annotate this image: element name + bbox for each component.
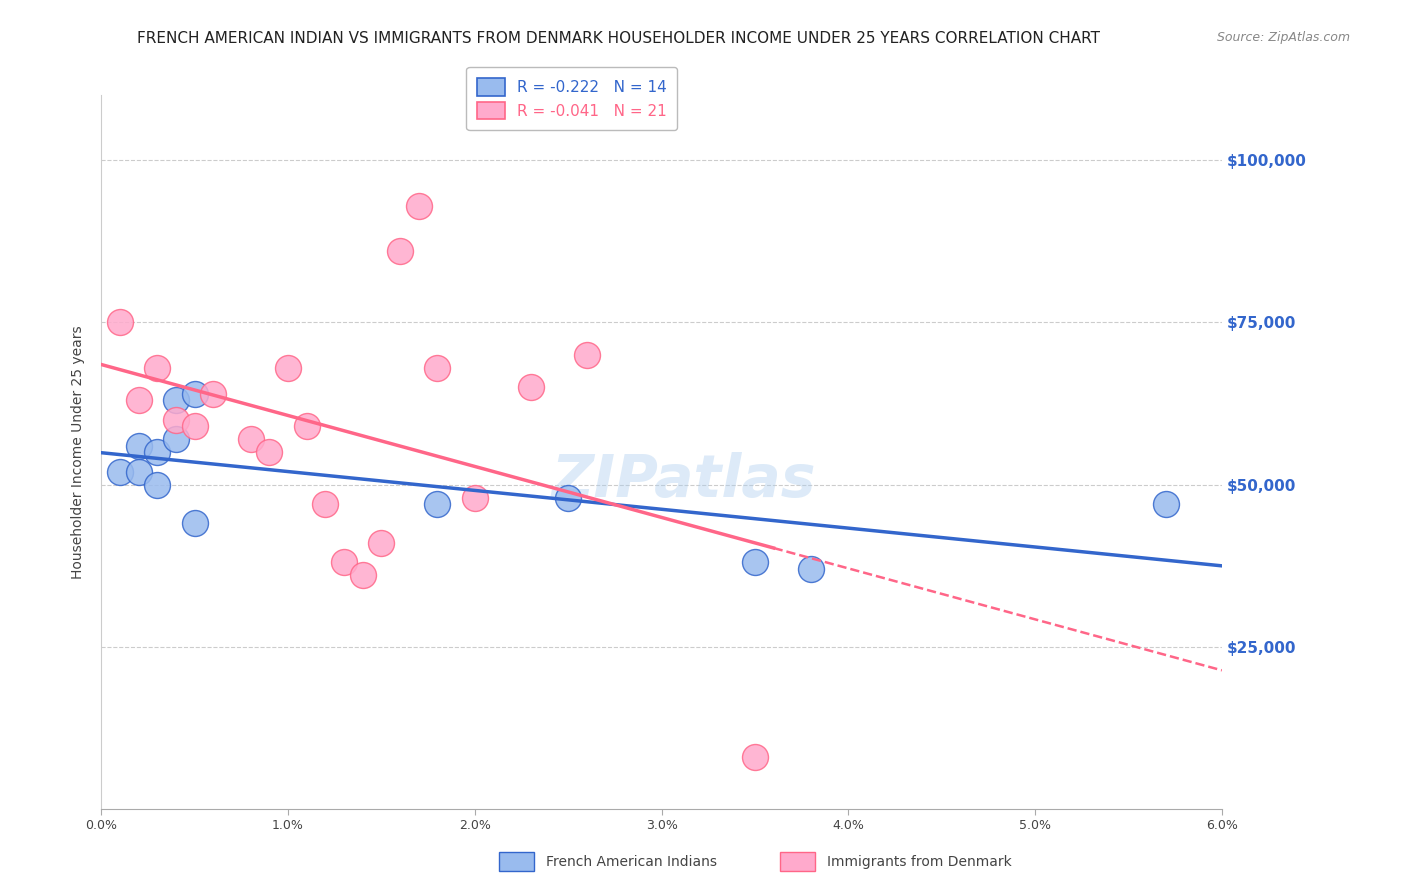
Point: [800, 562, 823, 576]
Point: [370, 536, 392, 550]
Point: [426, 497, 449, 511]
Point: [426, 360, 449, 375]
Point: [202, 386, 225, 401]
Legend: R = -0.222   N = 14, R = -0.041   N = 21: R = -0.222 N = 14, R = -0.041 N = 21: [467, 67, 678, 130]
Point: [183, 419, 205, 434]
Point: [314, 497, 336, 511]
Point: [295, 419, 318, 434]
Point: [165, 393, 187, 408]
Text: Immigrants from Denmark: Immigrants from Denmark: [827, 855, 1011, 869]
Point: [408, 198, 430, 212]
Point: [183, 386, 205, 401]
Point: [128, 393, 150, 408]
Text: FRENCH AMERICAN INDIAN VS IMMIGRANTS FROM DENMARK HOUSEHOLDER INCOME UNDER 25 YE: FRENCH AMERICAN INDIAN VS IMMIGRANTS FRO…: [138, 31, 1099, 46]
Point: [277, 360, 299, 375]
Point: [520, 380, 543, 394]
Point: [128, 439, 150, 453]
Point: [165, 412, 187, 426]
Point: [128, 465, 150, 479]
Point: [239, 432, 262, 446]
Text: Source: ZipAtlas.com: Source: ZipAtlas.com: [1216, 31, 1350, 45]
Point: [389, 244, 412, 258]
Point: [575, 348, 598, 362]
Point: [165, 432, 187, 446]
Point: [464, 491, 486, 505]
Point: [146, 477, 169, 491]
Point: [744, 750, 766, 764]
Text: French American Indians: French American Indians: [546, 855, 717, 869]
Point: [1154, 497, 1177, 511]
Point: [183, 516, 205, 531]
Point: [744, 556, 766, 570]
Point: [146, 360, 169, 375]
Point: [108, 465, 131, 479]
Text: ZIPatlas: ZIPatlas: [551, 452, 817, 509]
Point: [259, 445, 281, 459]
Point: [557, 491, 579, 505]
Point: [146, 445, 169, 459]
Y-axis label: Householder Income Under 25 years: Householder Income Under 25 years: [72, 326, 86, 579]
Point: [352, 568, 374, 582]
Point: [108, 315, 131, 329]
Point: [333, 556, 356, 570]
